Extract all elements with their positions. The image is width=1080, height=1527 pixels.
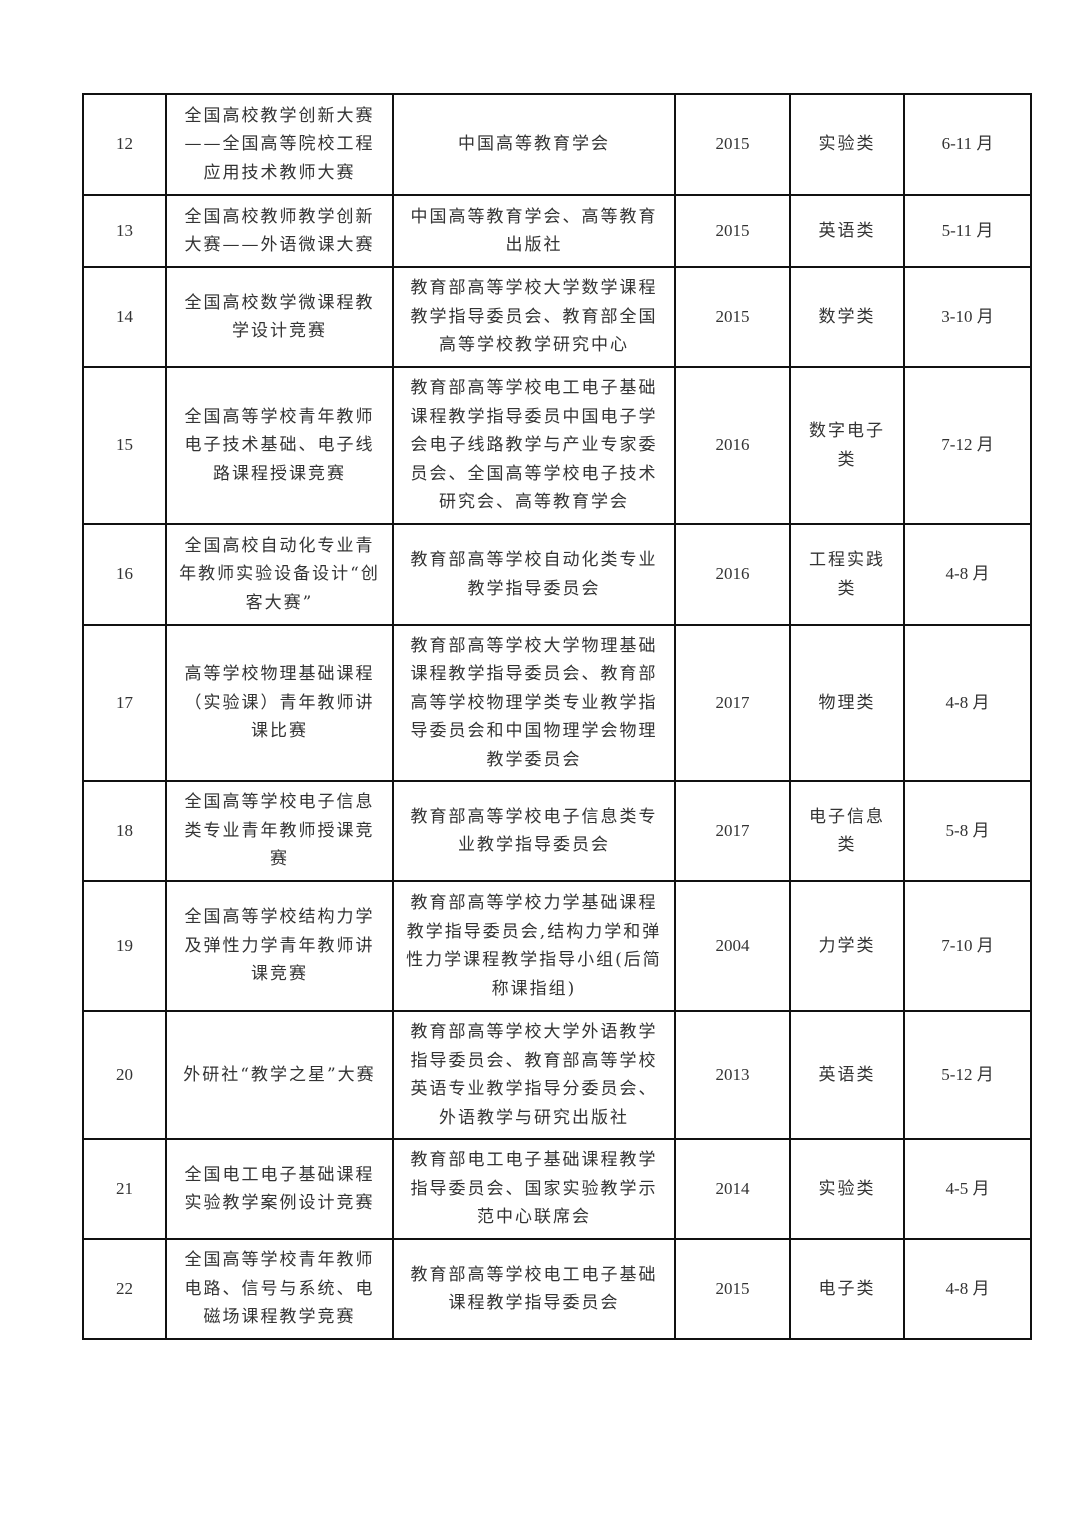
row-number: 17 [82, 624, 167, 782]
period: 4-5 月 [903, 1138, 1032, 1240]
row-number: 18 [82, 780, 167, 882]
organizer: 教育部电工电子基础课程教学 指导委员会、国家实验教学示 范中心联席会 [392, 1138, 676, 1240]
table-row: 12 全国高校教学创新大赛 ——全国高等院校工程 应用技术教师大赛 中国高等教育学会… [82, 93, 1032, 196]
competition-name: 全国高等学校电子信息 类专业青年教师授课竞 赛 [165, 780, 394, 882]
competition-name: 全国高校自动化专业青 年教师实验设备设计“创 客大赛” [165, 523, 394, 626]
start-year: 2015 [674, 266, 791, 368]
row-number: 21 [82, 1138, 167, 1240]
category: 物理类 [789, 624, 905, 782]
competition-name: 外研社“教学之星”大赛 [165, 1010, 394, 1140]
competition-name: 全国电工电子基础课程 实验教学案例设计竞赛 [165, 1138, 394, 1240]
table-row: 17 高等学校物理基础课程 （实验课）青年教师讲 课比赛 教育部高等学校大学物理基础… [82, 624, 1032, 782]
period: 6-11 月 [903, 93, 1032, 196]
competition-name: 全国高校数学微课程教 学设计竞赛 [165, 266, 394, 368]
period: 5-11 月 [903, 194, 1032, 268]
competition-name: 全国高等学校青年教师 电子技术基础、电子线 路课程授课竞赛 [165, 366, 394, 525]
period: 7-10 月 [903, 880, 1032, 1012]
table-row: 19 全国高等学校结构力学 及弹性力学青年教师讲 课竞赛 教育部高等学校力学基础课程… [82, 880, 1032, 1012]
start-year: 2015 [674, 1238, 791, 1340]
category: 电子类 [789, 1238, 905, 1340]
organizer: 教育部高等学校大学物理基础 课程教学指导委员会、教育部 高等学校物理学类专业教学… [392, 624, 676, 782]
category: 力学类 [789, 880, 905, 1012]
table-row: 20 外研社“教学之星”大赛 教育部高等学校大学外语教学 指导委员会、教育部高等学校… [82, 1010, 1032, 1140]
competition-table: 12 全国高校教学创新大赛 ——全国高等院校工程 应用技术教师大赛 中国高等教育学会… [82, 93, 1032, 1340]
start-year: 2015 [674, 194, 791, 268]
table-row: 14 全国高校数学微课程教 学设计竞赛 教育部高等学校大学数学课程 教学指导委员会、… [82, 266, 1032, 368]
category: 电子信息 类 [789, 780, 905, 882]
period: 4-8 月 [903, 1238, 1032, 1340]
category: 实验类 [789, 1138, 905, 1240]
category: 数字电子 类 [789, 366, 905, 525]
organizer: 中国高等教育学会、高等教育 出版社 [392, 194, 676, 268]
category: 工程实践 类 [789, 523, 905, 626]
table-row: 16 全国高校自动化专业青 年教师实验设备设计“创 客大赛” 教育部高等学校自动化类… [82, 523, 1032, 626]
table-row: 13 全国高校教师教学创新 大赛——外语微课大赛 中国高等教育学会、高等教育 出版社… [82, 194, 1032, 268]
start-year: 2016 [674, 523, 791, 626]
row-number: 16 [82, 523, 167, 626]
period: 4-8 月 [903, 624, 1032, 782]
category: 英语类 [789, 1010, 905, 1140]
start-year: 2015 [674, 93, 791, 196]
category: 英语类 [789, 194, 905, 268]
organizer: 教育部高等学校大学数学课程 教学指导委员会、教育部全国 高等学校教学研究中心 [392, 266, 676, 368]
row-number: 13 [82, 194, 167, 268]
start-year: 2004 [674, 880, 791, 1012]
organizer: 教育部高等学校电工电子基础 课程教学指导委员会 [392, 1238, 676, 1340]
competition-name: 全国高等学校结构力学 及弹性力学青年教师讲 课竞赛 [165, 880, 394, 1012]
organizer: 教育部高等学校电子信息类专 业教学指导委员会 [392, 780, 676, 882]
table-row: 21 全国电工电子基础课程 实验教学案例设计竞赛 教育部电工电子基础课程教学 指导委… [82, 1138, 1032, 1240]
category: 数学类 [789, 266, 905, 368]
category: 实验类 [789, 93, 905, 196]
competition-name: 全国高校教师教学创新 大赛——外语微课大赛 [165, 194, 394, 268]
competition-name: 全国高校教学创新大赛 ——全国高等院校工程 应用技术教师大赛 [165, 93, 394, 196]
row-number: 12 [82, 93, 167, 196]
period: 7-12 月 [903, 366, 1032, 525]
row-number: 20 [82, 1010, 167, 1140]
row-number: 15 [82, 366, 167, 525]
start-year: 2014 [674, 1138, 791, 1240]
organizer: 教育部高等学校电工电子基础 课程教学指导委员中国电子学 会电子线路教学与产业专家… [392, 366, 676, 525]
row-number: 22 [82, 1238, 167, 1340]
period: 5-12 月 [903, 1010, 1032, 1140]
start-year: 2016 [674, 366, 791, 525]
period: 5-8 月 [903, 780, 1032, 882]
row-number: 14 [82, 266, 167, 368]
row-number: 19 [82, 880, 167, 1012]
period: 4-8 月 [903, 523, 1032, 626]
table-row: 18 全国高等学校电子信息 类专业青年教师授课竞 赛教育部高等学校电子信息类专 业… [82, 780, 1032, 882]
table-row: 22 全国高等学校青年教师 电路、信号与系统、电 磁场课程教学竞赛 教育部高等学校电… [82, 1238, 1032, 1340]
competition-name: 高等学校物理基础课程 （实验课）青年教师讲 课比赛 [165, 624, 394, 782]
period: 3-10 月 [903, 266, 1032, 368]
organizer: 教育部高等学校力学基础课程 教学指导委员会,结构力学和弹 性力学课程教学指导小组… [392, 880, 676, 1012]
organizer: 中国高等教育学会 [392, 93, 676, 196]
start-year: 2017 [674, 780, 791, 882]
start-year: 2017 [674, 624, 791, 782]
competition-name: 全国高等学校青年教师 电路、信号与系统、电 磁场课程教学竞赛 [165, 1238, 394, 1340]
organizer: 教育部高等学校自动化类专业 教学指导委员会 [392, 523, 676, 626]
organizer: 教育部高等学校大学外语教学 指导委员会、教育部高等学校 英语专业教学指导分委员会… [392, 1010, 676, 1140]
start-year: 2013 [674, 1010, 791, 1140]
table-row: 15 全国高等学校青年教师 电子技术基础、电子线 路课程授课竞赛 教育部高等学校电工… [82, 366, 1032, 525]
